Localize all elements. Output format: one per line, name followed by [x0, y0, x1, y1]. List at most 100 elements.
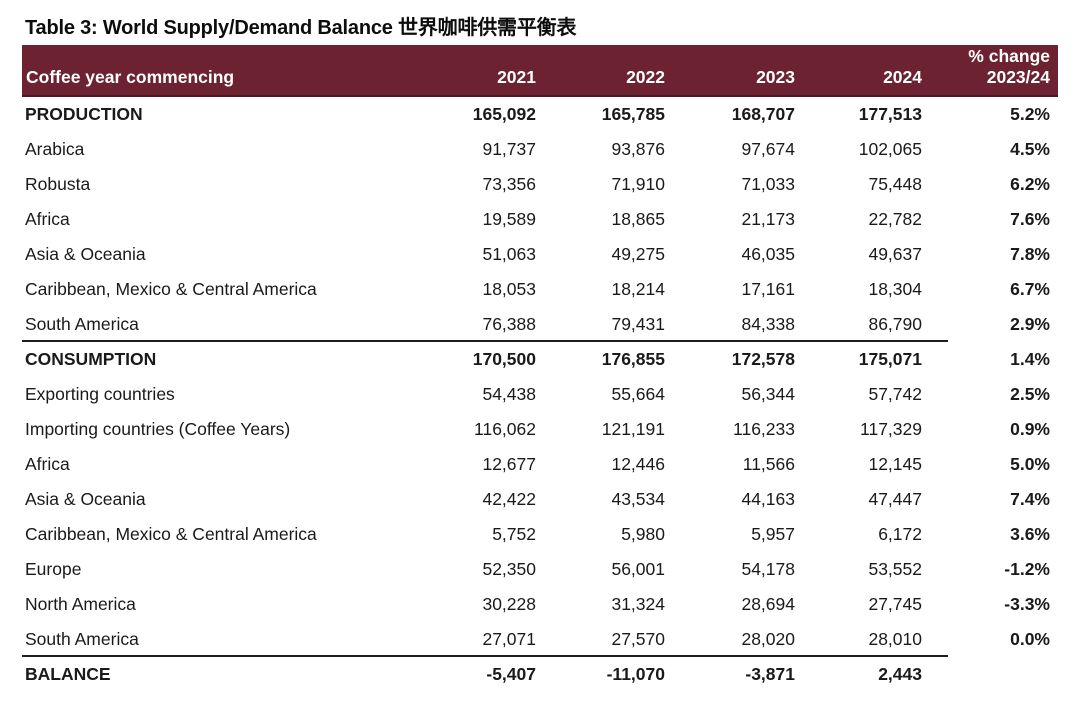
cell-2022: 18,865	[611, 209, 665, 229]
cell-2022: 165,785	[601, 104, 665, 124]
cell-2021: 116,062	[474, 419, 536, 439]
cell-2024: 18,304	[868, 279, 922, 299]
table-row: Caribbean, Mexico & Central America 5,75…	[22, 517, 1058, 552]
table-row: Europe 52,350 56,001 54,178 53,552 -1.2%	[22, 552, 1058, 587]
cell-2023: 46,035	[741, 244, 795, 264]
table-row: Africa 12,677 12,446 11,566 12,145 5.0%	[22, 447, 1058, 482]
header-pct-change-line2: 2023/24	[986, 67, 1050, 87]
cell-2023: 11,566	[742, 454, 795, 474]
row-label: Europe	[25, 559, 82, 579]
cell-2022: -11,070	[606, 664, 665, 684]
cell-2021: 52,350	[482, 559, 536, 579]
cell-2022: 27,570	[611, 629, 665, 649]
row-label: Arabica	[25, 139, 85, 159]
cell-pct-change: -3.3%	[1004, 594, 1050, 614]
header-pct-change: % change 2023/24	[922, 46, 1058, 95]
cell-2022: 49,275	[611, 244, 665, 264]
cell-2024: 2,443	[878, 664, 922, 684]
table-row: Robusta 73,356 71,910 71,033 75,448 6.2%	[22, 167, 1058, 202]
cell-2021: 19,589	[482, 209, 536, 229]
table-row: Caribbean, Mexico & Central America 18,0…	[22, 272, 1058, 307]
table-header-row: Coffee year commencing 2021 2022 2023 20…	[22, 45, 1058, 97]
cell-pct-change: 6.2%	[1010, 174, 1050, 194]
row-label: South America	[25, 314, 139, 334]
row-label: Importing countries (Coffee Years)	[25, 419, 291, 439]
cell-2021: 51,063	[482, 244, 536, 264]
cell-2024: 102,065	[858, 139, 922, 159]
cell-2021: 42,422	[482, 489, 536, 509]
cell-2022: 121,191	[601, 419, 665, 439]
cell-pct-change: 7.4%	[1010, 489, 1050, 509]
cell-pct-change: 7.6%	[1010, 209, 1050, 229]
cell-2024: 53,552	[868, 559, 922, 579]
cell-2024: 22,782	[868, 209, 922, 229]
cell-2023: 84,338	[741, 314, 795, 334]
cell-2021: 165,092	[472, 104, 536, 124]
row-label: Africa	[25, 454, 70, 474]
cell-2023: 54,178	[741, 559, 795, 579]
cell-pct-change: 6.7%	[1010, 279, 1050, 299]
cell-2021: 5,752	[492, 524, 536, 544]
table-row: South America 27,071 27,570 28,020 28,01…	[22, 622, 1058, 657]
cell-pct-change: 3.6%	[1010, 524, 1050, 544]
table-row: Exporting countries 54,438 55,664 56,344…	[22, 377, 1058, 412]
header-year-2023: 2023	[756, 67, 795, 87]
cell-2024: 27,745	[868, 594, 922, 614]
row-label: CONSUMPTION	[25, 349, 157, 369]
row-label: North America	[25, 594, 136, 614]
cell-2023: 28,020	[741, 629, 795, 649]
row-label: Caribbean, Mexico & Central America	[25, 524, 317, 544]
cell-pct-change: -1.2%	[1004, 559, 1050, 579]
row-label: Caribbean, Mexico & Central America	[25, 279, 317, 299]
table-row: Asia & Oceania 51,063 49,275 46,035 49,6…	[22, 237, 1058, 272]
cell-2021: 91,737	[482, 139, 536, 159]
table-row: Asia & Oceania 42,422 43,534 44,163 47,4…	[22, 482, 1058, 517]
cell-2021: -5,407	[486, 664, 536, 684]
cell-2024: 57,742	[868, 384, 922, 404]
cell-2023: 21,173	[741, 209, 795, 229]
cell-pct-change: 7.8%	[1010, 244, 1050, 264]
header-year-2024: 2024	[883, 67, 922, 87]
cell-2022: 56,001	[611, 559, 665, 579]
cell-pct-change: 2.9%	[1010, 314, 1050, 334]
cell-pct-change: 0.9%	[1010, 419, 1050, 439]
cell-2023: 172,578	[731, 349, 795, 369]
cell-2024: 47,447	[868, 489, 922, 509]
cell-2022: 12,446	[611, 454, 665, 474]
cell-2023: -3,871	[745, 664, 795, 684]
cell-2024: 86,790	[868, 314, 922, 334]
supply-demand-table: Coffee year commencing 2021 2022 2023 20…	[22, 45, 1058, 692]
cell-2021: 18,053	[482, 279, 536, 299]
cell-pct-change: 4.5%	[1010, 139, 1050, 159]
cell-2023: 17,161	[741, 279, 795, 299]
cell-2023: 28,694	[741, 594, 795, 614]
cell-2024: 49,637	[868, 244, 922, 264]
cell-2023: 71,033	[741, 174, 795, 194]
cell-2024: 6,172	[878, 524, 922, 544]
table-row: North America 30,228 31,324 28,694 27,74…	[22, 587, 1058, 622]
row-label: PRODUCTION	[25, 104, 143, 124]
cell-2024: 175,071	[858, 349, 922, 369]
table-row: Importing countries (Coffee Years) 116,0…	[22, 412, 1058, 447]
cell-2022: 18,214	[611, 279, 665, 299]
header-year-2021: 2021	[497, 67, 536, 87]
cell-2022: 176,855	[601, 349, 665, 369]
cell-pct-change: 5.0%	[1010, 454, 1050, 474]
table-row: South America 76,388 79,431 84,338 86,79…	[22, 307, 1058, 342]
header-pct-change-line1: % change	[968, 46, 1050, 66]
cell-2023: 44,163	[741, 489, 795, 509]
cell-2022: 5,980	[621, 524, 665, 544]
cell-2021: 76,388	[482, 314, 536, 334]
cell-2024: 117,329	[860, 419, 922, 439]
table-row: Africa 19,589 18,865 21,173 22,782 7.6%	[22, 202, 1058, 237]
cell-2021: 54,438	[482, 384, 536, 404]
table-body: PRODUCTION 165,092 165,785 168,707 177,5…	[22, 97, 1058, 692]
cell-2024: 177,513	[858, 104, 922, 124]
cell-2022: 43,534	[611, 489, 665, 509]
cell-2024: 28,010	[868, 629, 922, 649]
row-label: Exporting countries	[25, 384, 175, 404]
cell-pct-change: 5.2%	[1010, 104, 1050, 124]
cell-2023: 97,674	[741, 139, 795, 159]
header-year-2022: 2022	[626, 67, 665, 87]
row-label: BALANCE	[25, 664, 111, 684]
